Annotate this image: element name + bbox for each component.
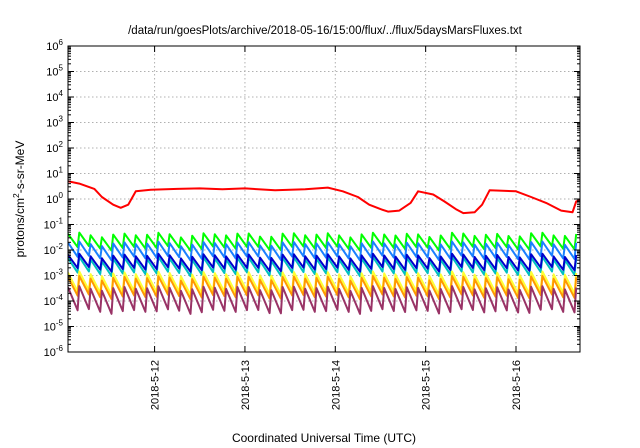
y-axis-label-main: protons/cm bbox=[13, 198, 27, 257]
y-tick-label-base: 10 bbox=[44, 220, 56, 232]
y-axis-label-rest: -s-sr-MeV bbox=[13, 141, 27, 194]
y-tick-label: 106 bbox=[46, 38, 63, 53]
x-tick-label: 2018-5-13 bbox=[240, 360, 252, 410]
y-tick-label-base: 10 bbox=[44, 245, 56, 257]
y-tick-label-base: 10 bbox=[46, 92, 58, 104]
y-tick-label: 103 bbox=[46, 115, 63, 130]
y-axis-label: protons/cm2-s-sr-MeV bbox=[11, 141, 27, 258]
y-tick-label: 10-3 bbox=[44, 268, 64, 283]
series-line bbox=[68, 231, 578, 252]
series-line bbox=[68, 285, 578, 315]
chart-title: /data/run/goesPlots/archive/2018-05-16/1… bbox=[128, 25, 523, 37]
y-tick-label-base: 10 bbox=[44, 296, 56, 308]
y-tick-label: 10-5 bbox=[44, 319, 64, 334]
y-tick-label: 10-1 bbox=[44, 217, 64, 232]
y-tick-label-exp: -2 bbox=[56, 242, 64, 251]
y-tick-label-exp: -1 bbox=[56, 217, 64, 226]
y-tick-label-exp: 5 bbox=[59, 64, 64, 73]
x-tick-label: 2018-5-12 bbox=[150, 360, 162, 410]
y-tick-label-exp: -6 bbox=[56, 344, 64, 353]
y-tick-label: 105 bbox=[46, 64, 63, 79]
y-tick-label-exp: 0 bbox=[59, 191, 64, 200]
x-tick-label: 2018-5-15 bbox=[421, 360, 433, 410]
series-lines bbox=[68, 180, 580, 315]
grid-lines bbox=[68, 46, 580, 352]
y-tick-label-base: 10 bbox=[44, 322, 56, 334]
y-tick-label: 10-4 bbox=[44, 293, 64, 308]
y-tick-label-exp: 4 bbox=[59, 89, 64, 98]
y-tick-label: 10-2 bbox=[44, 242, 64, 257]
series-line bbox=[68, 252, 578, 273]
y-tick-label-base: 10 bbox=[46, 41, 58, 53]
y-tick-label: 104 bbox=[46, 89, 63, 104]
x-tick-label: 2018-5-14 bbox=[330, 360, 342, 410]
y-axis: 10-610-510-410-310-210-11001011021031041… bbox=[44, 38, 580, 359]
y-tick-label: 100 bbox=[46, 191, 63, 206]
y-tick-label-exp: -3 bbox=[56, 268, 64, 277]
y-tick-label: 101 bbox=[46, 166, 63, 181]
y-tick-label-exp: 1 bbox=[59, 166, 64, 175]
x-axis: 2018-5-12 2018-5-13 2018-5-14 2018-5-15 2018… bbox=[150, 46, 523, 410]
y-tick-label: 10-6 bbox=[44, 344, 64, 359]
y-tick-label-exp: 6 bbox=[59, 38, 64, 47]
y-tick-label-base: 10 bbox=[46, 67, 58, 79]
y-tick-label-base: 10 bbox=[46, 169, 58, 181]
y-tick-label-base: 10 bbox=[46, 118, 58, 130]
y-tick-label-base: 10 bbox=[46, 194, 58, 206]
series-line bbox=[68, 180, 580, 215]
series-line bbox=[68, 255, 578, 278]
series-line bbox=[68, 240, 578, 262]
y-tick-label-exp: 3 bbox=[59, 115, 64, 124]
y-tick-label-exp: 2 bbox=[59, 140, 64, 149]
y-tick-label-base: 10 bbox=[46, 143, 58, 155]
x-tick-label: 2018-5-16 bbox=[511, 360, 523, 410]
x-axis-label: Coordinated Universal Time (UTC) bbox=[232, 431, 416, 445]
y-tick-label: 102 bbox=[46, 140, 63, 155]
y-axis-label-sup: 2 bbox=[11, 193, 21, 198]
y-tick-label-base: 10 bbox=[44, 271, 56, 283]
y-tick-label-exp: -4 bbox=[56, 293, 64, 302]
y-tick-label-base: 10 bbox=[44, 347, 56, 359]
y-tick-label-exp: -5 bbox=[56, 319, 64, 328]
